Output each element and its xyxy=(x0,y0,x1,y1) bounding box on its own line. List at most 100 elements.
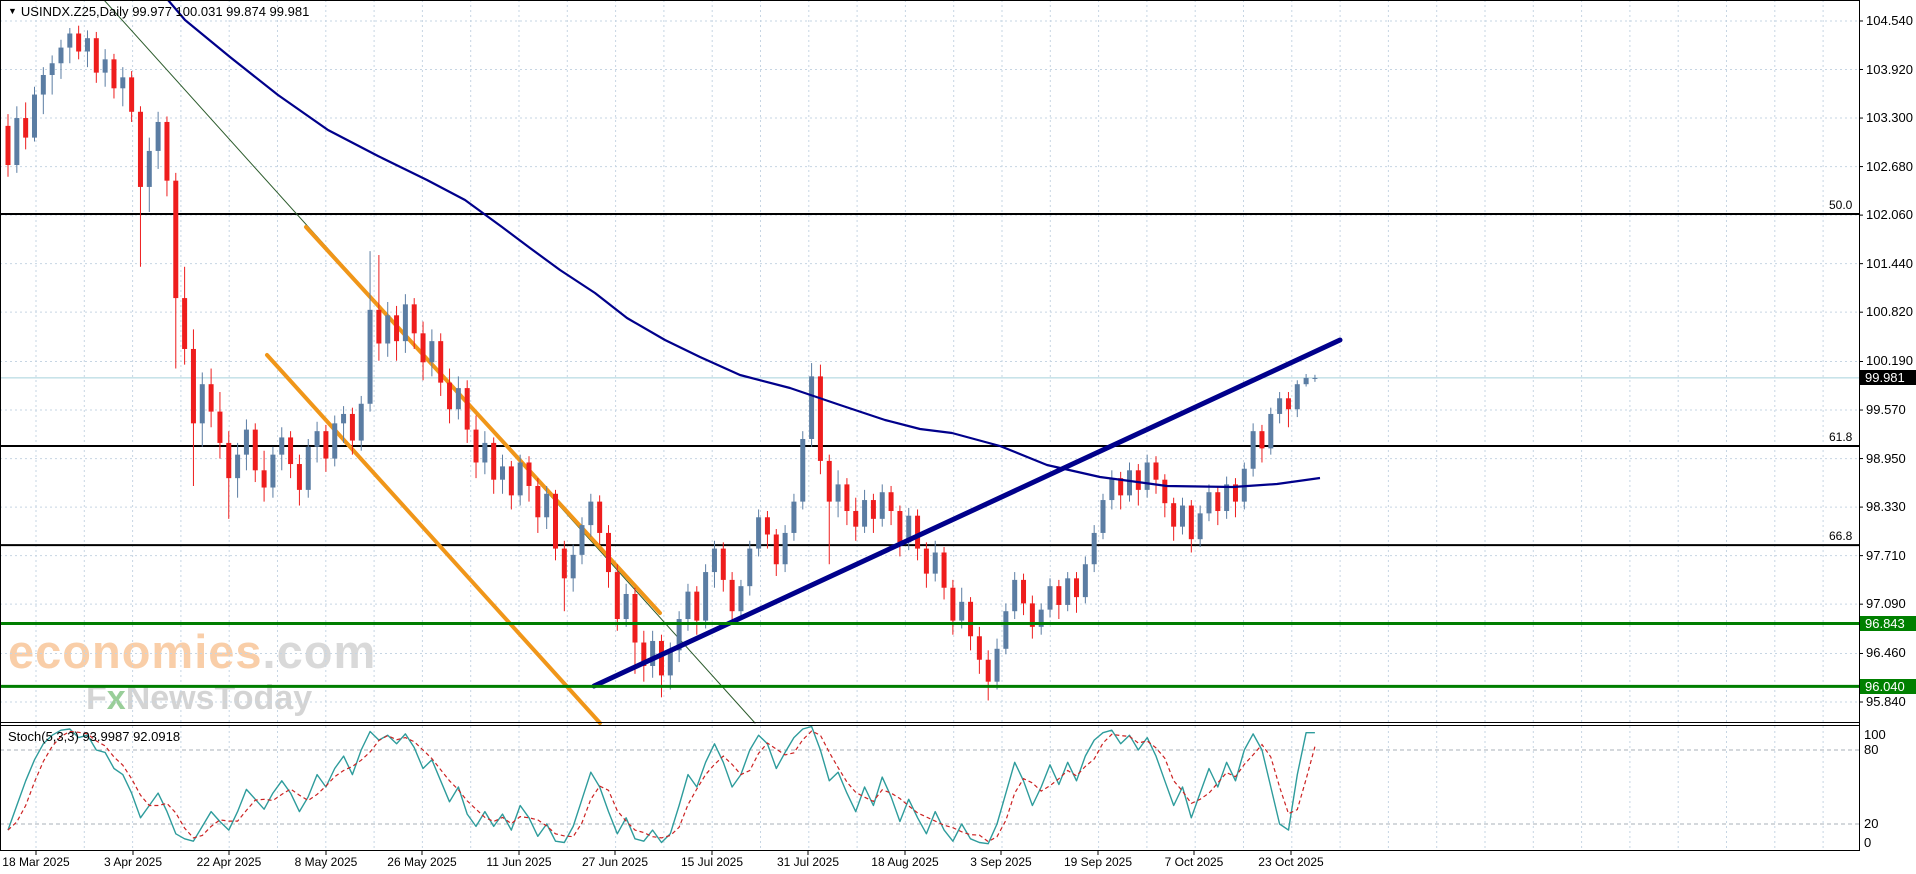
candle-body xyxy=(703,572,709,621)
candle-body xyxy=(102,59,108,73)
price-tick-label[interactable]: 100.820 xyxy=(1866,304,1913,320)
price-tick-label[interactable]: 103.920 xyxy=(1866,61,1913,77)
candle-body xyxy=(782,532,788,565)
candle-body xyxy=(844,484,850,512)
candle-body xyxy=(976,636,982,660)
candle-body xyxy=(146,150,152,187)
candle-body xyxy=(1179,505,1185,527)
candle-body xyxy=(5,125,11,166)
candle-body xyxy=(888,492,894,512)
price-tick-label[interactable]: 98.330 xyxy=(1866,499,1906,515)
candle-body xyxy=(23,118,29,138)
candle-body xyxy=(1029,603,1035,627)
candle-body xyxy=(906,515,912,543)
candle-body xyxy=(809,376,815,439)
price-tick-label[interactable]: 100.190 xyxy=(1866,353,1913,369)
candle-body xyxy=(1021,579,1027,604)
candle-body xyxy=(932,552,938,574)
chevron-down-icon[interactable]: ▼ xyxy=(8,6,17,16)
candle-body xyxy=(314,431,320,447)
candle-body xyxy=(817,376,823,461)
date-tick-label[interactable]: 3 Sep 2025 xyxy=(970,855,1032,869)
candle-body xyxy=(279,437,285,455)
date-tick-label[interactable]: 19 Sep 2025 xyxy=(1063,855,1133,869)
channel-upper-orange[interactable] xyxy=(304,225,662,615)
candle-body xyxy=(570,554,576,579)
stoch-scale-label[interactable]: 100 xyxy=(1864,727,1886,743)
candle-body xyxy=(1171,503,1177,527)
stoch-scale-label[interactable]: 80 xyxy=(1864,741,1879,757)
watermark-com: .com xyxy=(262,625,377,678)
price-tick-label[interactable]: 99.570 xyxy=(1866,402,1906,418)
candle-body xyxy=(111,59,117,89)
date-tick-label[interactable]: 22 Apr 2025 xyxy=(196,855,262,869)
price-tick-label[interactable]: 104.540 xyxy=(1866,12,1913,28)
price-badge: 99.981 xyxy=(1860,370,1916,386)
candle-body xyxy=(226,442,232,479)
ascending-thick-trendline[interactable] xyxy=(591,337,1343,689)
date-tick-label[interactable]: 27 Jun 2025 xyxy=(581,855,649,869)
candle-body xyxy=(773,534,779,565)
candle-body xyxy=(1206,492,1212,514)
candle-body xyxy=(235,454,241,479)
candle-body xyxy=(1197,513,1203,540)
date-tick-label[interactable]: 31 Jul 2025 xyxy=(776,855,840,869)
candle-body xyxy=(14,118,20,166)
candle-body xyxy=(694,591,700,621)
date-tick-label[interactable]: 15 Jul 2025 xyxy=(680,855,744,869)
candle-body xyxy=(791,501,797,533)
candle-body xyxy=(985,659,991,682)
price-tick-label[interactable]: 103.300 xyxy=(1866,110,1913,126)
date-tick-label[interactable]: 18 Mar 2025 xyxy=(2,855,70,869)
candle-body xyxy=(1250,431,1256,469)
candle-body xyxy=(1268,413,1274,449)
candle-body xyxy=(155,121,161,151)
price-tick-label[interactable]: 98.950 xyxy=(1866,450,1906,466)
candle-body xyxy=(1294,384,1300,410)
stoch-panel xyxy=(0,725,1859,845)
candle-body xyxy=(305,446,311,490)
date-tick-label[interactable]: 7 Oct 2025 xyxy=(1164,855,1224,869)
stoch-scale-label[interactable]: 0 xyxy=(1864,834,1872,850)
candle-body xyxy=(129,77,135,112)
candle-body xyxy=(517,462,523,496)
candle-body xyxy=(261,470,267,488)
candle-body xyxy=(1153,462,1159,480)
price-tick-label[interactable]: 96.460 xyxy=(1866,645,1906,661)
date-tick-label[interactable]: 18 Aug 2025 xyxy=(871,855,939,869)
candle-body xyxy=(579,525,585,555)
candle-body xyxy=(1135,470,1141,490)
price-tick-label[interactable]: 95.840 xyxy=(1866,694,1906,709)
date-tick-label[interactable]: 8 May 2025 xyxy=(294,855,358,869)
date-tick-label[interactable]: 11 Jun 2025 xyxy=(486,855,552,869)
price-tick-label[interactable]: 97.090 xyxy=(1866,596,1906,612)
price-tick-label[interactable]: 97.710 xyxy=(1866,547,1906,563)
date-tick-label[interactable]: 23 Oct 2025 xyxy=(1258,855,1324,869)
candle-body xyxy=(1224,484,1230,512)
date-tick-label[interactable]: 3 Apr 2025 xyxy=(103,855,163,869)
watermark-economies: economies xyxy=(8,625,263,678)
candle-body xyxy=(526,462,532,486)
candle-body xyxy=(623,593,629,620)
candle-body xyxy=(764,517,770,535)
price-tick-label[interactable]: 102.060 xyxy=(1866,207,1913,223)
candle-body xyxy=(376,309,382,344)
candle-body xyxy=(738,586,744,612)
grid-layer xyxy=(0,0,1859,849)
price-tick-label[interactable]: 102.680 xyxy=(1866,158,1913,174)
candle-body xyxy=(358,403,364,441)
candle-body xyxy=(1003,611,1009,649)
channel-lower-orange[interactable] xyxy=(265,353,602,725)
stoch-scale-label[interactable]: 20 xyxy=(1864,815,1879,831)
candle-body xyxy=(535,485,541,518)
candle-body xyxy=(862,500,868,527)
candle-body xyxy=(1012,579,1018,612)
candle-body xyxy=(491,442,497,480)
date-tick-label[interactable]: 26 May 2025 xyxy=(387,855,457,869)
candle-body xyxy=(879,492,885,519)
candle-body xyxy=(968,601,974,637)
price-tick-label[interactable]: 101.440 xyxy=(1866,255,1913,271)
candle-body xyxy=(1056,586,1062,605)
candle-body xyxy=(676,619,682,651)
